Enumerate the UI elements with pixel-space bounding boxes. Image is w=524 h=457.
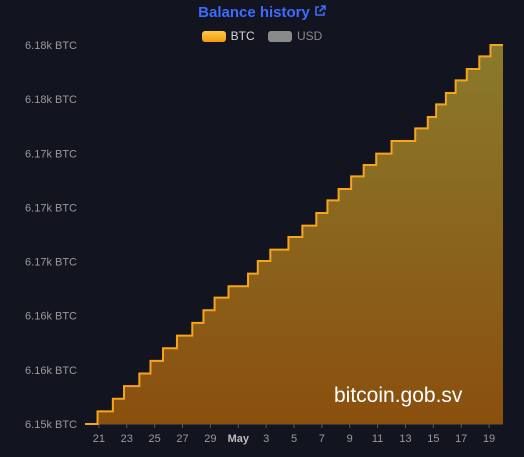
watermark: bitcoin.gob.sv	[334, 384, 463, 407]
x-tick-label: 3	[263, 433, 269, 445]
external-link-icon[interactable]	[314, 5, 326, 17]
x-tick-label: 17	[455, 433, 467, 445]
y-tick-label: 6.17k BTC	[25, 202, 77, 214]
y-tick-label: 6.18k BTC	[25, 94, 77, 106]
legend: BTC USD	[0, 29, 524, 45]
x-tick-label: 25	[149, 433, 161, 445]
legend-item-btc[interactable]: BTC	[201, 29, 255, 43]
legend-swatch-usd	[268, 30, 292, 42]
x-tick-label: 15	[427, 433, 439, 445]
x-axis: 21 23 25 27 29 May 3 5 7 9 11 13 15 17 19	[85, 423, 503, 445]
x-tick-label: 27	[176, 433, 188, 445]
x-tick-label: 23	[121, 433, 133, 445]
series-area-btc	[85, 45, 503, 424]
chart-title[interactable]: Balance history	[198, 4, 310, 21]
x-tick-label: 9	[347, 433, 353, 445]
y-tick-label: 6.18k BTC	[25, 40, 77, 52]
legend-swatch-btc	[201, 30, 226, 42]
legend-label-btc: BTC	[230, 29, 255, 43]
chart-title-link[interactable]: Balance history	[0, 4, 524, 21]
x-tick-label: 13	[399, 433, 411, 445]
series-group	[85, 44, 503, 425]
x-tick-label: 5	[291, 433, 297, 445]
y-tick-label: 6.17k BTC	[25, 148, 77, 160]
y-tick-label: 6.16k BTC	[25, 365, 77, 377]
series-line-btc	[85, 44, 503, 425]
y-axis: 6.18k BTC 6.18k BTC 6.17k BTC 6.17k BTC 6.17…	[25, 40, 77, 431]
y-tick-label: 6.15k BTC	[25, 419, 77, 431]
legend-label-usd: USD	[297, 29, 323, 43]
x-tick-label: 21	[93, 433, 105, 445]
x-tick-label: 29	[204, 433, 216, 445]
x-tick-label: 7	[319, 433, 325, 445]
y-tick-label: 6.17k BTC	[25, 257, 77, 269]
x-tick-label: 19	[483, 433, 495, 445]
y-tick-label: 6.16k BTC	[25, 311, 77, 323]
x-tick-label: May	[228, 433, 250, 445]
legend-item-usd[interactable]: USD	[268, 29, 322, 43]
x-tick-label: 11	[372, 433, 383, 445]
